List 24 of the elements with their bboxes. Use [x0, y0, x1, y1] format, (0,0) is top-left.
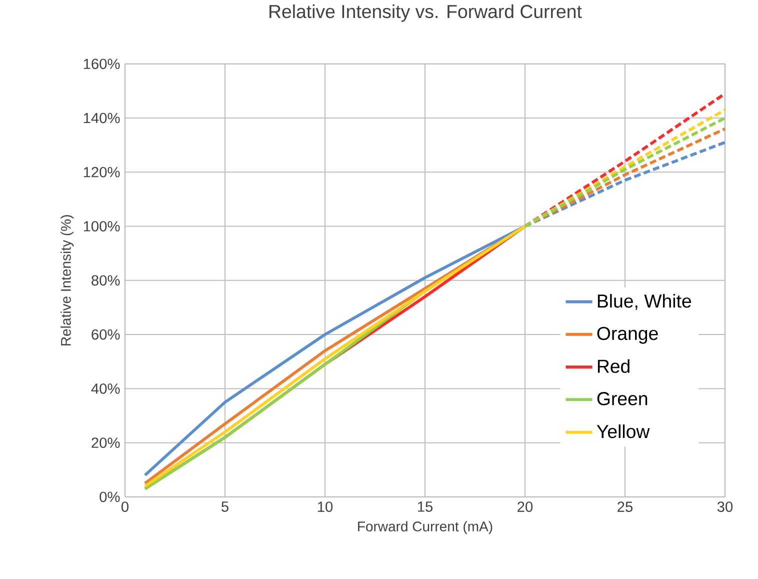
legend-label: Yellow	[596, 424, 650, 438]
y-tick-label: 0%	[100, 492, 120, 502]
y-tick-label: 80%	[92, 275, 120, 286]
legend-label: Blue, White	[598, 294, 692, 310]
legend-label: Red	[598, 359, 630, 373]
y-tick-label: 60%	[92, 329, 120, 340]
x-tick-label: 20	[518, 502, 533, 512]
y-axis-title: Relative Intensity (%)	[60, 215, 74, 346]
y-tick-label: 120%	[84, 167, 120, 178]
y-tick-label: 140%	[84, 112, 120, 124]
x-tick-label: 10	[318, 502, 333, 512]
y-tick-label: 160%	[84, 58, 120, 70]
y-tick-label: 40%	[91, 384, 120, 394]
x-tick-label: 25	[618, 502, 633, 512]
x-tick-label: 0	[121, 502, 128, 512]
x-tick-label: 30	[717, 502, 733, 512]
legend-label: Orange	[597, 326, 658, 344]
x-axis-title: Forward Current (mA)	[358, 521, 492, 534]
x-tick-label: 5	[222, 502, 228, 512]
x-tick-label: 15	[418, 502, 433, 512]
chart-title: Relative Intensity vs. Forward Current	[270, 4, 582, 22]
y-tick-label: 20%	[92, 438, 120, 448]
y-tick-label: 100%	[84, 221, 120, 232]
legend-label: Green	[597, 392, 648, 406]
